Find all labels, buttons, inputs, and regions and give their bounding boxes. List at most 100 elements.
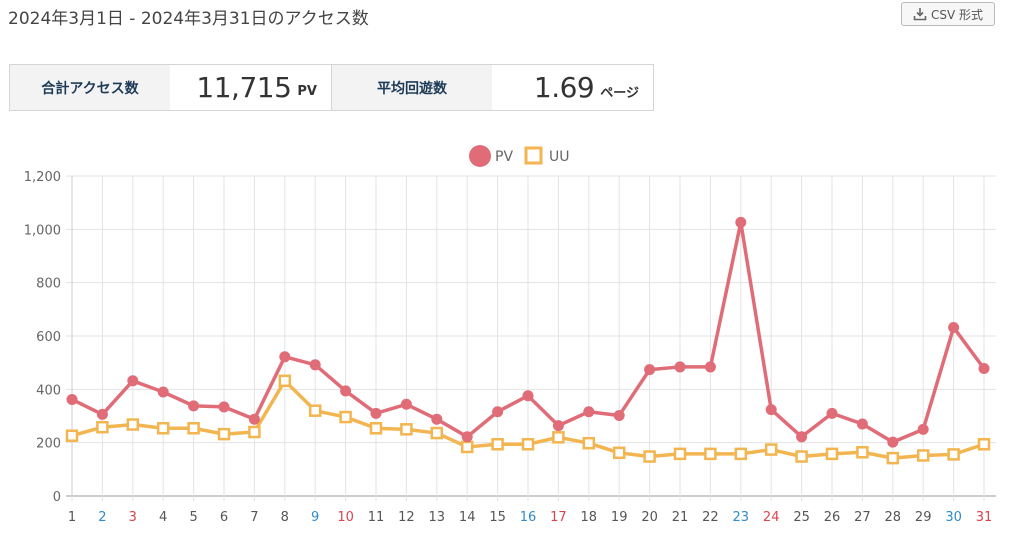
total-access-label: 合計アクセス数 [10,65,170,110]
data-point-uu [673,447,687,461]
x-tick-label: 27 [854,510,871,525]
x-tick-label: 13 [429,510,446,525]
total-access-unit: PV [297,84,317,99]
legend-marker-uu [524,146,543,165]
x-tick-label: 16 [520,510,537,525]
data-point-uu [795,450,808,463]
data-point-uu [96,420,109,434]
y-tick-label: 0 [53,490,61,505]
data-point-uu [187,422,200,435]
data-point-pv [796,431,808,443]
data-point-pv [765,404,777,416]
data-point-uu [430,426,444,440]
data-point-pv [552,420,564,432]
data-point-pv [613,409,625,421]
data-point-pv [948,321,960,333]
x-tick-label: 20 [641,510,658,525]
data-point-pv [826,407,838,419]
x-tick-label: 22 [702,510,719,525]
x-tick-label: 5 [189,510,197,525]
data-point-uu [856,446,869,459]
x-tick-label: 28 [885,510,902,525]
data-point-uu [126,418,140,431]
legend-marker-pv [469,145,491,167]
x-tick-label: 24 [763,510,780,525]
data-point-pv [492,406,504,418]
x-tick-label: 11 [368,510,385,525]
x-tick-label: 12 [398,510,415,525]
data-point-uu [308,404,322,417]
data-point-uu [643,450,656,463]
data-point-pv [917,423,929,435]
x-tick-label: 1 [68,510,76,525]
y-tick-label: 1,000 [24,223,61,238]
data-point-uu [947,448,960,461]
avg-pages-label: 平均回遊数 [332,65,492,110]
y-tick-label: 800 [36,277,61,292]
data-point-pv [644,364,656,376]
x-tick-label: 3 [129,510,137,525]
data-point-pv [431,413,443,425]
x-tick-label: 17 [550,510,567,525]
data-point-pv [704,361,716,373]
page-title: 2024年3月1日 - 2024年3月31日のアクセス数 [8,9,369,29]
x-tick-label: 21 [672,510,689,525]
x-tick-label: 25 [793,510,810,525]
data-point-uu [400,423,413,436]
x-tick-label: 7 [250,510,258,525]
legend-label-pv: PV [495,149,513,165]
data-point-pv [674,361,686,373]
data-point-uu [704,447,717,461]
data-point-pv [157,386,169,398]
x-tick-label: 6 [220,510,228,525]
data-point-pv [856,418,868,430]
total-access-value: 11,715 [196,71,292,104]
x-tick-label: 4 [159,510,167,525]
x-tick-label: 26 [824,510,841,525]
x-tick-label: 9 [311,510,319,525]
data-point-pv [978,363,990,375]
data-point-pv [218,401,230,413]
x-tick-label: 8 [281,510,289,525]
data-point-uu [278,374,292,388]
data-point-pv [400,398,412,410]
x-tick-label: 10 [337,510,354,525]
x-tick-label: 23 [733,510,750,525]
data-point-uu [886,451,900,465]
data-point-pv [340,385,352,397]
data-point-uu [825,447,839,461]
avg-pages-unit: ページ [600,86,639,101]
data-point-uu [369,422,383,435]
avg-pages-value: 1.69 [533,71,595,104]
y-tick-label: 200 [36,437,61,452]
y-tick-label: 1,200 [24,170,61,185]
data-point-uu [339,410,352,424]
data-point-pv [127,375,139,387]
y-tick-label: 600 [36,330,61,345]
csv-export-button[interactable]: CSV 形式 [901,2,995,26]
data-point-pv [66,393,78,405]
data-point-pv [279,351,291,363]
data-point-uu [764,443,778,456]
data-point-uu [460,440,474,454]
stats-divider [331,65,332,110]
total-access-value-cell: 11,715 PV [170,65,331,110]
x-tick-label: 14 [459,510,476,525]
data-point-uu [65,429,79,442]
data-point-pv [309,359,321,371]
data-point-pv [887,436,899,448]
data-point-uu [552,431,565,444]
data-point-uu [612,446,626,460]
x-tick-label: 18 [581,510,598,525]
data-point-pv [248,413,260,425]
data-point-uu [977,438,991,451]
data-point-pv [583,406,595,418]
legend-label-uu: UU [549,149,570,165]
x-tick-label: 30 [945,510,962,525]
data-point-uu [491,438,504,451]
data-point-pv [96,408,108,420]
data-point-pv [370,407,382,419]
stats-summary: 合計アクセス数 11,715 PV 平均回遊数 1.69 ページ [9,64,654,111]
data-point-uu [521,438,535,451]
